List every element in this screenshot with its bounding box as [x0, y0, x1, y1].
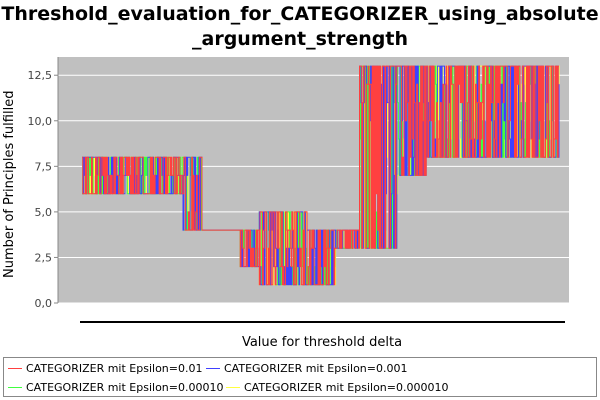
y-tick-label: 5,0 [35, 206, 53, 219]
y-axis: 0,0 2,5 5,0 7,5 10,0 12,5 [28, 57, 59, 310]
legend-swatch-yellow [226, 386, 240, 388]
x-axis-label: Value for threshold delta [242, 335, 402, 350]
legend-label: CATEGORIZER mit Epsilon=0.01 [26, 362, 203, 375]
y-tick-label: 12,5 [28, 69, 53, 82]
legend-swatch-green [8, 386, 22, 388]
legend: CATEGORIZER mit Epsilon=0.01 CATEGORIZER… [3, 357, 597, 397]
y-tick-label: 0,0 [35, 297, 53, 310]
chart-title: Threshold_evaluation_for_CATEGORIZER_usi… [0, 2, 600, 52]
legend-item-eps-001: CATEGORIZER mit Epsilon=0.01 [8, 362, 202, 376]
chart-area: 0,0 2,5 5,0 7,5 10,0 12,5 Value for threshold… [28, 57, 569, 350]
legend-label: CATEGORIZER mit Epsilon=0.000010 [244, 381, 449, 394]
legend-item-eps-00010: CATEGORIZER mit Epsilon=0.00010 [8, 381, 223, 395]
series-lines [82, 65, 560, 286]
y-tick-label: 7,5 [35, 160, 53, 173]
legend-label: CATEGORIZER mit Epsilon=0.001 [224, 362, 408, 375]
chart-title-line-1: Threshold_evaluation_for_CATEGORIZER_usi… [1, 3, 599, 25]
legend-swatch-blue [206, 367, 220, 369]
legend-item-eps-000010: CATEGORIZER mit Epsilon=0.000010 [226, 381, 448, 395]
legend-swatch-red [8, 367, 22, 369]
chart-title-line-2: _argument_strength [192, 28, 408, 50]
y-tick-label: 2,5 [35, 251, 53, 264]
y-axis-label: Number of Principles fulfilled [2, 90, 17, 278]
y-tick-label: 10,0 [28, 115, 53, 128]
legend-label: CATEGORIZER mit Epsilon=0.00010 [26, 381, 224, 394]
series-line [82, 65, 559, 286]
legend-item-eps-0001: CATEGORIZER mit Epsilon=0.001 [206, 362, 407, 376]
